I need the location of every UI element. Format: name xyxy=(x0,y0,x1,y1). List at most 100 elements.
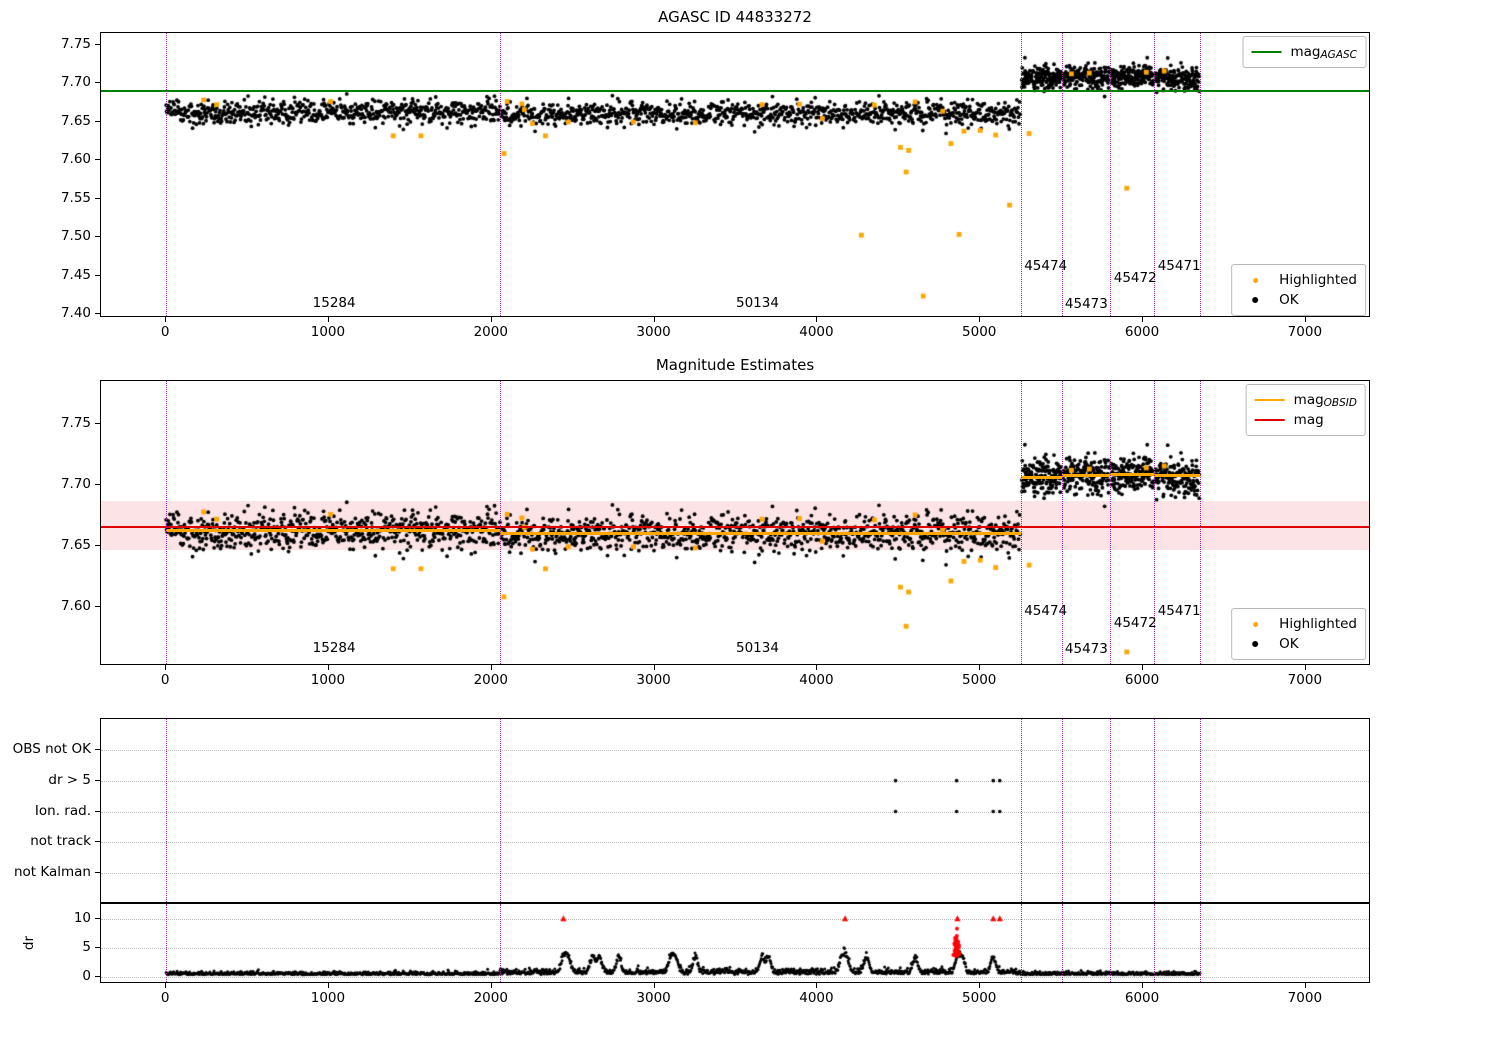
obsid-divider-line xyxy=(1061,904,1063,982)
panel1-axes: 15284 50134 45474 45473 45472 45471 xyxy=(100,32,1370,317)
flag-row-label-not-track: not track xyxy=(30,833,91,850)
obsid-divider-line xyxy=(1110,33,1112,316)
obsid-divider-line xyxy=(1061,719,1063,902)
obsid-label-45473: 45473 xyxy=(1064,641,1108,657)
x-tick-label: 5000 xyxy=(962,324,997,340)
obsid-divider-line xyxy=(166,381,168,664)
mag-obsid-segment-45474 xyxy=(1020,475,1062,479)
dr-y-tick-mark xyxy=(95,975,100,977)
panel1-scatter-canvas xyxy=(101,33,1369,316)
x-tick-label: 4000 xyxy=(799,672,834,688)
obsid-divider-line xyxy=(1200,33,1202,316)
mag-obsid-segment-45471 xyxy=(1154,474,1201,478)
obsid-label-45473: 45473 xyxy=(1064,296,1108,312)
x-tick-mark xyxy=(979,983,981,988)
panel2-legend-lines[interactable]: magOBSID mag xyxy=(1245,384,1366,436)
obsid-label-45474: 45474 xyxy=(1024,603,1068,619)
x-tick-mark xyxy=(1304,317,1306,322)
panel2-legend-markers[interactable]: Highlighted OK xyxy=(1231,608,1366,660)
x-tick-label: 1000 xyxy=(310,324,346,340)
x-tick-label: 5000 xyxy=(962,990,997,1006)
x-tick-mark xyxy=(1142,983,1144,988)
x-tick-mark xyxy=(1142,317,1144,322)
x-tick-label: 4000 xyxy=(799,990,834,1006)
flags-scatter-canvas xyxy=(101,719,1369,902)
x-tick-label: 0 xyxy=(160,672,170,688)
legend-label-mag-obsid: magOBSID xyxy=(1293,391,1357,409)
x-tick-label: 0 xyxy=(160,990,170,1006)
panel1-legend-magagasc[interactable]: magAGASC xyxy=(1242,36,1366,68)
obsid-divider-line xyxy=(1154,33,1156,316)
y-tick-label: 7.60 xyxy=(60,151,91,168)
x-tick-label: 3000 xyxy=(636,672,671,688)
x-tick-mark xyxy=(327,317,329,322)
legend-sub-obsid: OBSID xyxy=(1323,396,1357,409)
x-tick-mark xyxy=(490,317,492,322)
legend-entry-highlighted-2: Highlighted xyxy=(1240,614,1357,634)
mag-reference-line xyxy=(101,525,1369,528)
y-tick-label: 7.65 xyxy=(60,537,91,554)
obsid-divider-line xyxy=(166,719,168,902)
legend-entry-mag: mag xyxy=(1254,410,1357,430)
obsid-divider-line xyxy=(1061,381,1063,664)
flag-row-tick xyxy=(95,748,100,750)
dr-scatter-canvas xyxy=(101,904,1369,982)
obsid-label-50134: 50134 xyxy=(736,640,779,656)
flags-axes xyxy=(100,718,1370,903)
x-tick-label: 6000 xyxy=(1124,672,1160,688)
obsid-divider-line xyxy=(499,904,501,982)
legend-label-highlighted: Highlighted xyxy=(1279,272,1357,288)
y-tick-label: 7.40 xyxy=(60,305,91,322)
obsid-divider-line xyxy=(1154,904,1156,982)
x-tick-label: 6000 xyxy=(1124,990,1160,1006)
y-tick-label: 7.75 xyxy=(60,414,91,431)
flag-row-tick xyxy=(95,841,100,843)
x-tick-mark xyxy=(979,665,981,670)
legend-entry-ok: OK xyxy=(1240,290,1357,310)
dr-y-tick-label: 5 xyxy=(82,938,91,955)
x-tick-mark xyxy=(653,983,655,988)
x-tick-label: 7000 xyxy=(1287,672,1323,688)
dr-y-tick-label: 0 xyxy=(82,967,91,984)
y-tick-mark xyxy=(95,120,100,122)
obsid-divider-line xyxy=(1020,904,1022,982)
mag-agasc-reference-line xyxy=(101,90,1369,93)
dr-y-tick-label: 10 xyxy=(73,909,91,926)
flag-row-tick xyxy=(95,872,100,874)
x-tick-label: 5000 xyxy=(962,672,997,688)
x-tick-mark xyxy=(816,665,818,670)
obsid-divider-line xyxy=(1020,33,1022,316)
x-tick-mark xyxy=(490,983,492,988)
y-tick-mark xyxy=(95,606,100,608)
x-tick-label: 2000 xyxy=(473,324,508,340)
x-tick-mark xyxy=(816,317,818,322)
x-tick-label: 1000 xyxy=(310,990,346,1006)
panel2-title: Magnitude Estimates xyxy=(655,356,815,374)
legend-label-highlighted-2: Highlighted xyxy=(1279,616,1357,632)
obsid-label-45472: 45472 xyxy=(1113,615,1157,631)
obsid-label-45472: 45472 xyxy=(1113,270,1157,286)
flag-row-label-ion-rad-: Ion. rad. xyxy=(34,802,91,819)
x-tick-mark xyxy=(1304,983,1306,988)
obsid-divider-line xyxy=(499,381,501,664)
x-tick-mark xyxy=(165,665,167,670)
obsid-label-15284: 15284 xyxy=(312,640,356,656)
panel1-legend-markers[interactable]: Highlighted OK xyxy=(1231,264,1366,316)
flag-row-tick xyxy=(95,810,100,812)
x-tick-label: 1000 xyxy=(310,672,346,688)
y-tick-mark xyxy=(95,236,100,238)
x-tick-label: 7000 xyxy=(1287,324,1323,340)
x-tick-label: 3000 xyxy=(636,324,671,340)
x-tick-mark xyxy=(490,665,492,670)
x-tick-mark xyxy=(979,317,981,322)
flag-row-label-obs-not-ok: OBS not OK xyxy=(12,740,91,757)
y-tick-mark xyxy=(95,197,100,199)
obsid-divider-line xyxy=(1154,381,1156,664)
mag-obsid-segment-45473 xyxy=(1061,474,1111,478)
y-tick-mark xyxy=(95,274,100,276)
y-tick-mark xyxy=(95,82,100,84)
panel2-scatter-canvas xyxy=(101,381,1369,664)
y-tick-label: 7.45 xyxy=(60,266,91,283)
legend-entry-ok-2: OK xyxy=(1240,634,1357,654)
y-tick-label: 7.50 xyxy=(60,228,91,245)
